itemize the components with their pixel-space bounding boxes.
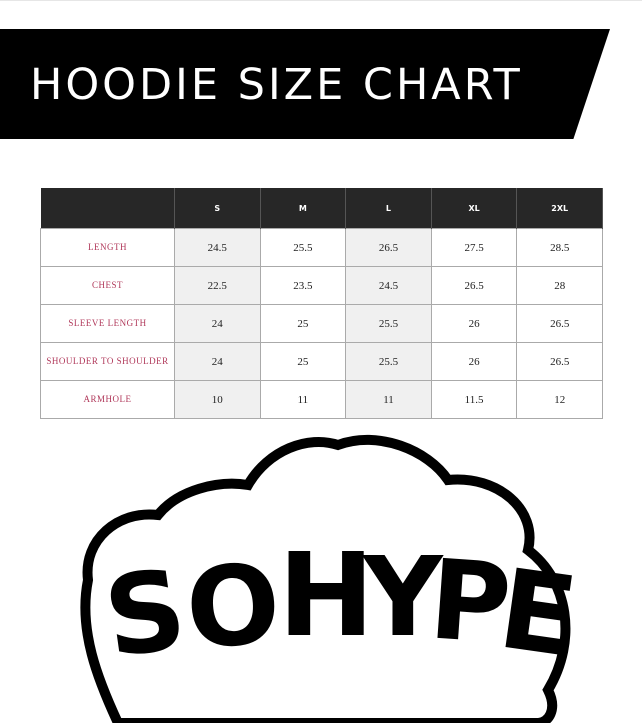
table-row: ARMHOLE 10 11 11 11.5 12 <box>40 380 603 419</box>
size-value-cell: 26.5 <box>516 342 603 381</box>
size-value-cell: 27.5 <box>430 228 518 267</box>
table-row: SHOULDER TO SHOULDER 24 25 25.5 26 26.5 <box>40 342 603 381</box>
size-value-cell: 11 <box>345 380 432 419</box>
header-cell: 2XL <box>516 188 603 229</box>
title-banner: HOODIE SIZE CHART <box>0 29 610 139</box>
size-value-cell: 26.5 <box>430 266 518 305</box>
cloud-outline <box>80 434 571 723</box>
size-value-cell: 24 <box>174 304 261 343</box>
size-value-cell: 28 <box>516 266 603 305</box>
size-value-cell: 22.5 <box>174 266 261 305</box>
table-row: CHEST 22.5 23.5 24.5 26.5 28 <box>40 266 603 305</box>
size-value-cell: 25 <box>259 342 347 381</box>
svg-text:S: S <box>97 545 193 683</box>
row-label: CHEST <box>40 266 175 305</box>
table-row: SLEEVE LENGTH 24 25 25.5 26 26.5 <box>40 304 603 343</box>
size-value-cell: 24 <box>174 342 261 381</box>
size-value-cell: 12 <box>516 380 603 419</box>
svg-text:Y: Y <box>361 533 444 661</box>
row-label: SHOULDER TO SHOULDER <box>40 342 175 381</box>
table-header-row: S M L XL 2XL <box>40 188 603 229</box>
size-value-cell: 23.5 <box>259 266 347 305</box>
size-value-cell: 25.5 <box>345 342 432 381</box>
size-value-cell: 26.5 <box>345 228 432 267</box>
svg-text:E: E <box>492 545 578 682</box>
size-value-cell: 26 <box>430 342 518 381</box>
svg-text:H: H <box>278 529 374 663</box>
header-cell: L <box>345 188 432 229</box>
size-value-cell: 24.5 <box>345 266 432 305</box>
header-cell: M <box>260 188 347 229</box>
size-value-cell: 24.5 <box>174 228 261 267</box>
row-label: LENGTH <box>40 228 175 267</box>
row-label: SLEEVE LENGTH <box>40 304 175 343</box>
header-cell: XL <box>431 188 518 229</box>
row-label: ARMHOLE <box>40 380 175 419</box>
size-value-cell: 25 <box>259 304 347 343</box>
size-value-cell: 25.5 <box>345 304 432 343</box>
svg-text:O: O <box>182 539 284 673</box>
size-value-cell: 26.5 <box>516 304 603 343</box>
header-cell: S <box>174 188 261 229</box>
svg-text:P: P <box>426 535 515 668</box>
size-value-cell: 10 <box>174 380 261 419</box>
size-value-cell: 11 <box>259 380 347 419</box>
header-cell <box>40 188 175 229</box>
top-divider <box>0 0 642 1</box>
size-value-cell: 11.5 <box>430 380 518 419</box>
size-value-cell: 25.5 <box>259 228 347 267</box>
table-row: LENGTH 24.5 25.5 26.5 27.5 28.5 <box>40 228 603 267</box>
size-value-cell: 28.5 <box>516 228 603 267</box>
so-hype-logo: S O H Y P E <box>80 434 578 723</box>
size-chart-table: S M L XL 2XL LENGTH 24.5 25.5 26.5 27.5 28.5 C… <box>40 188 603 419</box>
size-value-cell: 26 <box>430 304 518 343</box>
page-title: HOODIE SIZE CHART <box>30 60 523 110</box>
